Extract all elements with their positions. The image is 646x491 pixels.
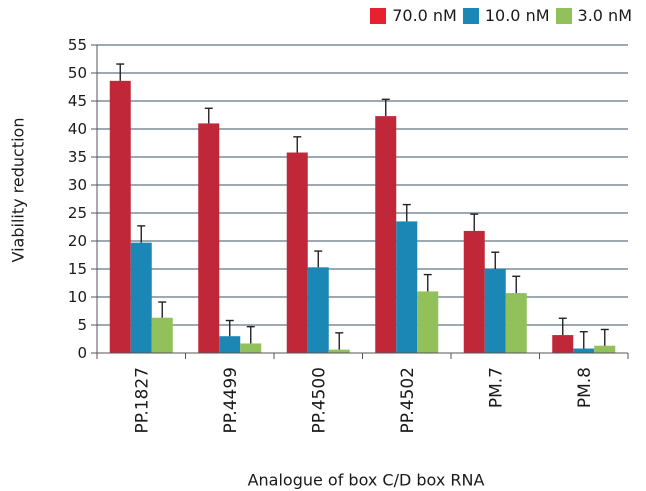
- bar-pp-4502-30nm: [417, 291, 439, 353]
- y-tick-label: 10: [68, 288, 87, 306]
- bar-pp-4500-30nm: [328, 349, 350, 353]
- bar-pp-4500-100nm: [307, 267, 329, 353]
- y-tick-label: 55: [68, 36, 87, 54]
- y-tick-label: 40: [68, 120, 87, 138]
- legend-swatch-70nm: [370, 7, 387, 24]
- x-tick-label: PP.1827: [132, 367, 152, 434]
- gridlines: [97, 44, 628, 326]
- y-tick-label: 0: [77, 344, 87, 362]
- y-tick-label: 15: [68, 260, 87, 278]
- y-tick-label: 25: [68, 204, 87, 222]
- y-axis-label: Viability reduction: [8, 117, 28, 263]
- legend-item-70nm: 70.0 nM: [370, 6, 457, 25]
- y-tick-label: 35: [68, 148, 87, 166]
- legend-item-10nm: 10.0 nM: [462, 6, 550, 25]
- bars: [109, 63, 616, 354]
- bar-pp-4499-700nm: [198, 123, 220, 354]
- x-tick-label: PP.4502: [398, 367, 418, 434]
- bar-pp-4499-100nm: [219, 336, 241, 353]
- y-tick-label: 20: [68, 232, 87, 250]
- bar-pp-4500-700nm: [286, 152, 308, 353]
- y-tick-label: 45: [68, 92, 87, 110]
- y-tick-label: 5: [77, 316, 87, 334]
- x-tick-label: PP.4499: [221, 367, 241, 434]
- legend-swatch-10nm: [462, 7, 479, 24]
- x-tick-label: PP.4500: [309, 367, 329, 434]
- bar-pm-8-700nm: [552, 335, 574, 353]
- bar-pm-8-100nm: [573, 348, 595, 353]
- legend-label-70nm: 70.0 nM: [392, 6, 457, 25]
- legend: 70.0 nM 10.0 nM 3.0 nM: [364, 6, 632, 25]
- axes: 0 5 10 15 20 25 30 35 40 45 50 55 PP.1827 PP.4499 PP.4…: [68, 36, 629, 434]
- x-tick-label: PM.7: [486, 367, 506, 408]
- legend-item-3nm: 3.0 nM: [555, 6, 632, 25]
- y-tick-label: 50: [68, 64, 87, 82]
- bar-pp-1827-30nm: [151, 317, 173, 353]
- bar-pp-4502-100nm: [396, 221, 418, 353]
- bar-pp-4499-30nm: [240, 343, 262, 353]
- bar-pm-7-30nm: [505, 293, 527, 353]
- legend-label-10nm: 10.0 nM: [484, 6, 550, 25]
- bar-pm-8-30nm: [594, 345, 616, 353]
- bar-pp-1827-700nm: [109, 80, 131, 353]
- x-tick-label: PM.8: [575, 367, 595, 408]
- bar-pp-4502-700nm: [375, 116, 397, 354]
- bar-pm-7-100nm: [484, 269, 506, 353]
- bar-pm-7-700nm: [463, 230, 485, 353]
- legend-swatch-3nm: [555, 7, 572, 24]
- legend-label-3nm: 3.0 nM: [577, 6, 632, 25]
- x-axis-label: Analogue of box C/D box RNA: [247, 470, 485, 490]
- y-tick-label: 30: [68, 176, 87, 194]
- bar-pp-1827-100nm: [130, 242, 152, 353]
